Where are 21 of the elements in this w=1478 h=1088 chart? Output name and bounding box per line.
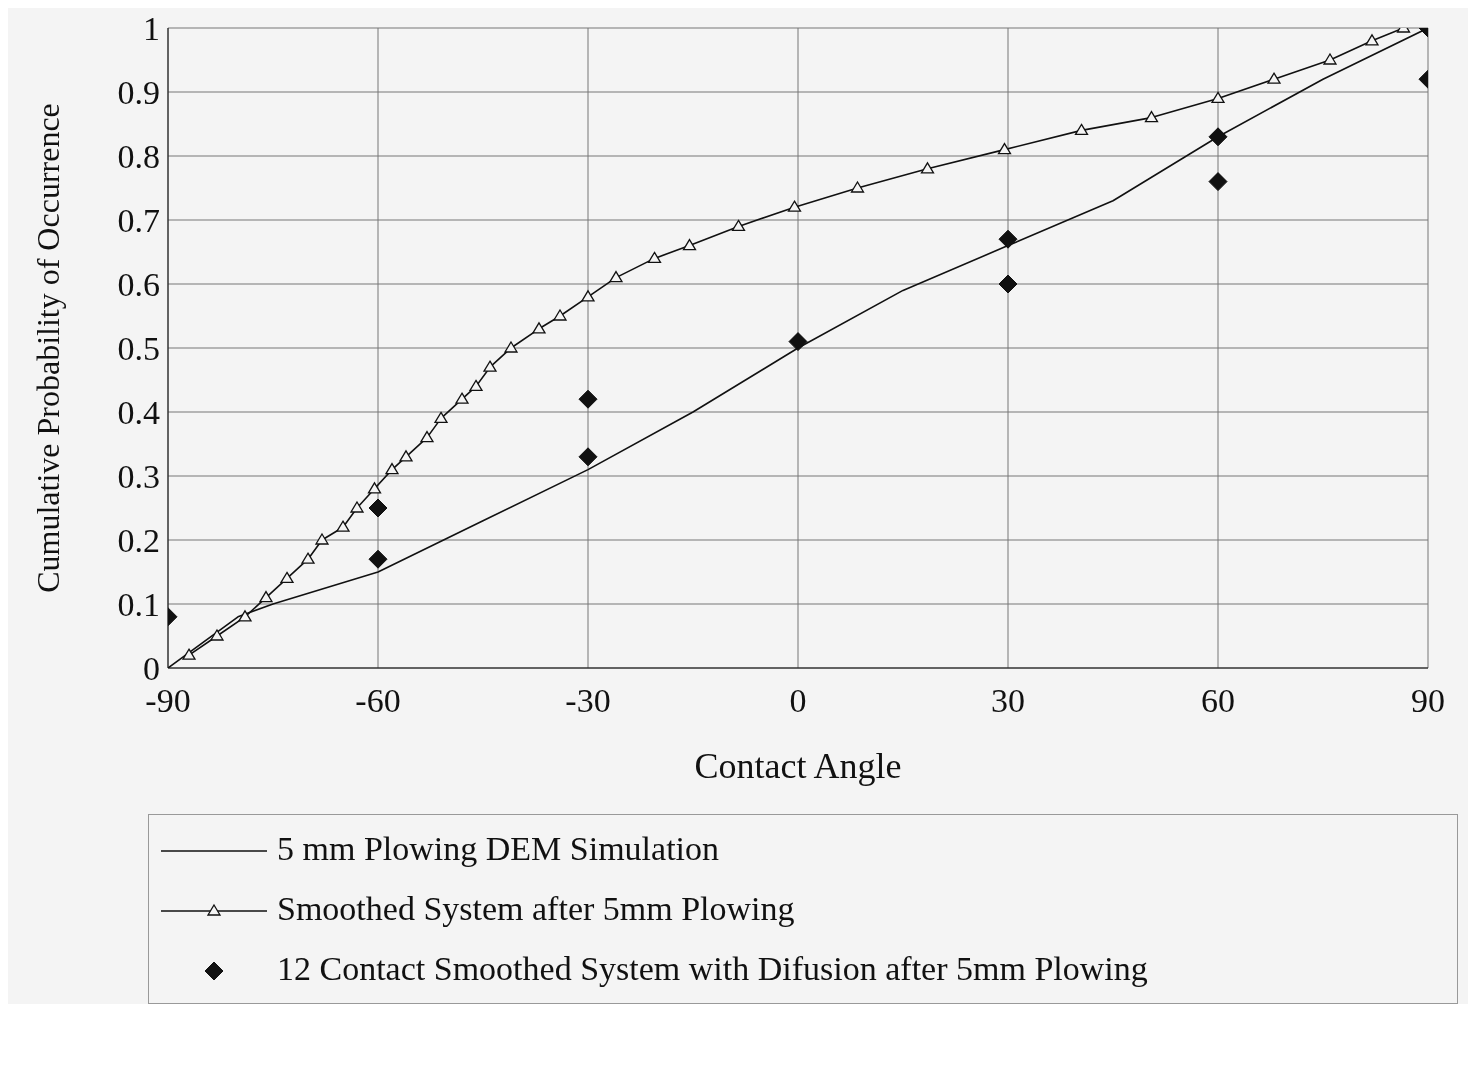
y-axis-title: Cumulative Probability of Occurrence: [30, 103, 67, 593]
y-tick-label: 0.5: [117, 330, 160, 368]
y-tick-label: 1: [143, 10, 160, 48]
y-tick-label: 0.3: [117, 458, 160, 496]
x-axis-title: Contact Angle: [694, 746, 902, 786]
y-tick-label: 0.8: [117, 138, 160, 176]
legend-label: 5 mm Plowing DEM Simulation: [277, 830, 720, 868]
y-tick-label: 0.6: [117, 266, 160, 304]
y-tick-label: 0.9: [117, 74, 160, 112]
y-tick-label: 0.1: [117, 586, 160, 624]
x-tick-label: -30: [565, 682, 611, 720]
x-tick-label: 30: [991, 682, 1025, 720]
legend-label: Smoothed System after 5mm Plowing: [277, 890, 795, 928]
y-tick-label: 0.4: [117, 394, 160, 432]
x-tick-label: 60: [1201, 682, 1235, 720]
y-tick-label: 0.7: [117, 202, 160, 240]
legend-label: 12 Contact Smoothed System with Difusion after 5mm Plowing: [277, 950, 1148, 988]
x-tick-label: 90: [1411, 682, 1445, 720]
x-tick-label: 0: [789, 682, 807, 720]
y-tick-label: 0.2: [117, 522, 160, 560]
x-tick-label: -60: [355, 682, 401, 720]
